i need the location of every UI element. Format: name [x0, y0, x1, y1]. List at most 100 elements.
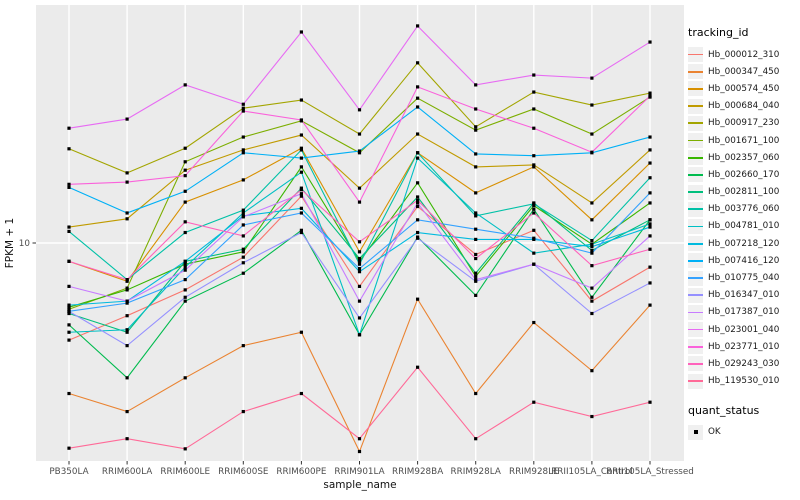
data-point [357, 256, 362, 261]
x-axis-title: sample_name [323, 479, 396, 491]
data-point [125, 171, 129, 175]
data-point [590, 201, 594, 205]
legend-key-box [688, 356, 703, 372]
data-point [532, 204, 536, 208]
data-point [241, 247, 245, 251]
x-tick-label: RRIM928BA [392, 467, 443, 477]
data-point [648, 218, 652, 222]
legend-item-Hb_010775_040: Hb_010775_040 [688, 269, 798, 286]
data-point [590, 132, 594, 136]
data-point [299, 118, 303, 122]
legend-label: Hb_007416_120 [708, 255, 780, 266]
data-point [67, 284, 71, 288]
data-point [67, 307, 71, 311]
data-point [241, 223, 245, 227]
data-point [532, 202, 536, 206]
data-point [590, 76, 594, 80]
data-point [474, 214, 478, 218]
data-point [125, 286, 129, 290]
legend-title-quant-status: quant_status [688, 403, 760, 417]
data-point [532, 126, 536, 130]
data-point [67, 446, 71, 450]
legend-label: Hb_029243_030 [708, 358, 780, 369]
legend-line-swatch [688, 191, 703, 193]
legend-item-Hb_023001_040: Hb_023001_040 [688, 321, 798, 338]
data-point [648, 265, 652, 269]
legend-line-swatch [688, 345, 703, 348]
data-point [648, 94, 652, 98]
data-point [416, 236, 420, 240]
data-point [357, 200, 362, 204]
data-point [416, 181, 420, 185]
data-point [532, 262, 536, 266]
data-point [590, 311, 594, 316]
legend-item-Hb_000347_450: Hb_000347_450 [688, 63, 798, 80]
data-point [357, 108, 362, 112]
quant-key-box [688, 424, 703, 440]
data-point [532, 107, 536, 111]
legend-line-swatch [688, 294, 703, 297]
data-point [648, 91, 652, 95]
data-point [183, 189, 187, 193]
data-point [299, 146, 303, 150]
legend-label: Hb_000347_450 [708, 66, 780, 77]
data-point [532, 228, 536, 232]
legend-label: Hb_017387_010 [708, 307, 780, 318]
data-points [67, 24, 652, 454]
legend-item-Hb_016347_010: Hb_016347_010 [688, 287, 798, 304]
y-tick-label: 10 [19, 239, 31, 249]
legend-label: Hb_002811_100 [708, 187, 780, 198]
legend-key-box [688, 47, 703, 63]
legend-item-ok: OK [688, 424, 798, 441]
data-point [241, 211, 245, 215]
data-point [67, 229, 71, 234]
legend-item-Hb_017387_010: Hb_017387_010 [688, 304, 798, 321]
data-point [474, 191, 478, 195]
legend-line-swatch [688, 208, 703, 211]
legend-label: Hb_001671_100 [708, 135, 780, 146]
legend-line-swatch [688, 311, 703, 314]
data-point [416, 105, 420, 109]
x-tick-label: PB350LA [49, 467, 88, 477]
data-point [357, 250, 362, 254]
data-point [532, 163, 536, 167]
legend-line-swatch [688, 328, 703, 331]
legend-key-box [688, 167, 703, 183]
data-point [416, 201, 420, 205]
data-point [648, 201, 652, 205]
data-point [125, 376, 129, 380]
data-point [183, 288, 187, 292]
legend-key-box [688, 287, 703, 303]
data-point [357, 186, 362, 190]
legend-line-swatch [688, 53, 703, 56]
legend-item-Hb_119530_010: Hb_119530_010 [688, 373, 798, 390]
legend-line-swatch [688, 380, 703, 383]
legend-line-swatch [688, 88, 703, 90]
data-point [183, 376, 187, 380]
data-point [183, 265, 187, 269]
data-point [299, 228, 303, 232]
data-point [532, 90, 536, 94]
data-point [590, 238, 594, 243]
data-point [590, 264, 594, 268]
data-point [67, 182, 71, 186]
data-point [67, 338, 71, 342]
data-point [590, 245, 594, 249]
data-point [648, 303, 652, 307]
legend-item-Hb_000684_040: Hb_000684_040 [688, 98, 798, 115]
legend-key-box [688, 115, 703, 131]
data-point [648, 161, 652, 165]
data-point [67, 305, 71, 309]
data-point [648, 225, 652, 229]
legend-key-box [688, 64, 703, 80]
legend-key-box [688, 201, 703, 217]
data-point [299, 133, 303, 137]
legend-title-tracking-id: tracking_id [688, 26, 749, 39]
data-point [648, 40, 652, 44]
data-point [648, 135, 652, 139]
legend-key-box [688, 150, 703, 166]
legend-item-Hb_007416_120: Hb_007416_120 [688, 252, 798, 269]
legend-label: Hb_000917_230 [708, 118, 780, 129]
legend-line-swatch [688, 156, 703, 159]
data-point [357, 333, 362, 337]
